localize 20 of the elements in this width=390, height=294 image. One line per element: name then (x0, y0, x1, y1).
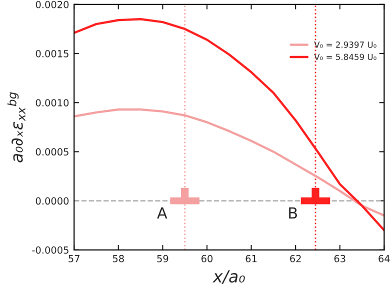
x-tick-label: 61 (246, 254, 257, 262)
y-tick-label: 0.0010 (36, 99, 69, 106)
x-tick-label: 60 (201, 254, 213, 262)
x-tick-label: 62 (290, 254, 301, 262)
y-tick-label: -0.0005 (32, 246, 68, 254)
x-tick-label: 59 (157, 254, 168, 262)
annotation: B (289, 207, 297, 219)
y-tick-label: 0.0015 (36, 50, 68, 58)
legend-label: V₀ = 5.8459 U₀ (314, 54, 376, 60)
x-axis-title: x/a₀ (212, 270, 245, 284)
x-tick-label: 64 (378, 254, 390, 262)
x-tick-label: 57 (68, 255, 80, 262)
y-tick-label: 0.0005 (36, 148, 68, 156)
y-tick-label: 0.0020 (36, 0, 69, 8)
y-axis-title: a₀∂ₓε$_{xx}$$^{bg}$ (7, 92, 26, 162)
annotation: A (157, 207, 168, 219)
x-tick-label: 63 (334, 254, 346, 262)
legend-label: V₀ = 2.9397 U₀ (314, 42, 376, 48)
x-tick-label: 58 (112, 254, 124, 262)
y-tick-label: 0.0000 (36, 197, 69, 205)
